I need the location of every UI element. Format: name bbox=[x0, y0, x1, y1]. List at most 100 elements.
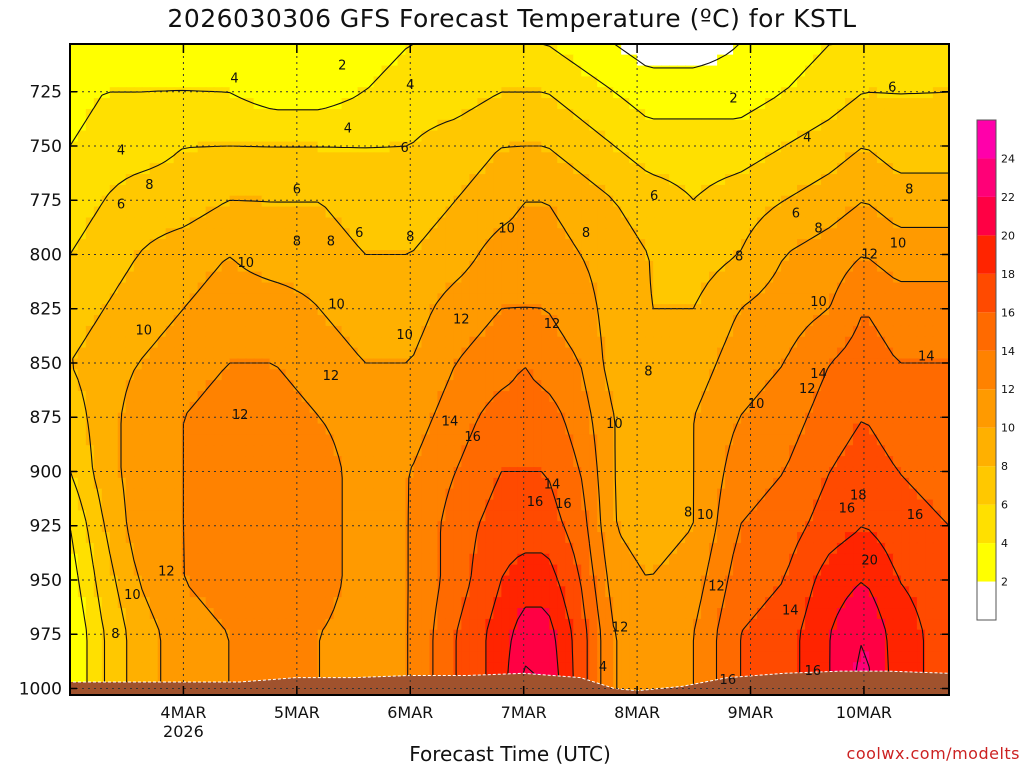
temperature-cell bbox=[589, 315, 599, 327]
temperature-cell bbox=[269, 401, 279, 414]
temperature-cell bbox=[932, 195, 942, 208]
temperature-cell bbox=[237, 456, 247, 468]
temperature-cell bbox=[573, 315, 583, 327]
temperature-cell bbox=[173, 499, 183, 512]
temperature-cell bbox=[605, 54, 615, 67]
temperature-cell bbox=[349, 260, 359, 273]
temperature-cell bbox=[581, 336, 591, 349]
temperature-cell bbox=[381, 477, 391, 490]
temperature-cell bbox=[573, 369, 583, 382]
temperature-cell bbox=[868, 293, 878, 306]
temperature-cell bbox=[197, 499, 207, 512]
temperature-cell bbox=[637, 152, 647, 165]
temperature-cell bbox=[429, 163, 439, 175]
temperature-cell bbox=[565, 521, 575, 534]
temperature-cell bbox=[293, 336, 303, 349]
temperature-cell bbox=[173, 206, 183, 219]
temperature-cell bbox=[205, 423, 215, 436]
temperature-cell bbox=[389, 488, 399, 501]
temperature-cell bbox=[421, 466, 431, 479]
temperature-cell bbox=[213, 488, 223, 501]
temperature-cell bbox=[269, 152, 279, 165]
temperature-cell bbox=[397, 532, 407, 544]
temperature-cell bbox=[389, 206, 399, 219]
temperature-cell bbox=[685, 271, 695, 284]
temperature-cell bbox=[317, 325, 327, 338]
temperature-cell bbox=[317, 521, 327, 534]
temperature-cell bbox=[261, 184, 271, 197]
temperature-cell bbox=[573, 65, 583, 78]
temperature-cell bbox=[525, 434, 535, 447]
temperature-cell bbox=[253, 445, 263, 458]
temperature-cell bbox=[125, 98, 135, 110]
temperature-cell bbox=[477, 445, 487, 458]
temperature-cell bbox=[573, 152, 583, 165]
temperature-cell bbox=[125, 325, 135, 338]
temperature-cell bbox=[533, 141, 543, 154]
temperature-cell bbox=[844, 108, 854, 121]
temperature-cell bbox=[645, 434, 655, 447]
temperature-cell bbox=[453, 369, 463, 382]
temperature-cell bbox=[501, 391, 511, 403]
temperature-cell bbox=[221, 521, 231, 534]
temperature-cell bbox=[229, 282, 239, 295]
temperature-cell bbox=[908, 249, 918, 262]
temperature-cell bbox=[653, 217, 663, 230]
temperature-cell bbox=[828, 315, 838, 327]
temperature-cell bbox=[789, 54, 798, 67]
temperature-cell bbox=[389, 315, 399, 327]
temperature-cell bbox=[557, 260, 567, 273]
temperature-cell bbox=[733, 293, 742, 306]
temperature-cell bbox=[197, 456, 207, 468]
temperature-cell bbox=[213, 347, 223, 360]
temperature-cell bbox=[277, 391, 287, 403]
temperature-cell bbox=[828, 206, 838, 219]
temperature-cell bbox=[229, 54, 239, 67]
temperature-cell bbox=[485, 44, 495, 56]
temperature-cell bbox=[309, 271, 319, 284]
temperature-cell bbox=[245, 315, 255, 327]
temperature-cell bbox=[661, 380, 671, 392]
temperature-cell bbox=[85, 369, 95, 382]
temperature-cell bbox=[437, 532, 447, 544]
temperature-cell bbox=[741, 195, 750, 208]
temperature-cell bbox=[389, 152, 399, 165]
temperature-cell bbox=[589, 87, 599, 100]
temperature-cell bbox=[908, 347, 918, 360]
temperature-cell bbox=[237, 271, 247, 284]
temperature-cell bbox=[637, 391, 647, 403]
temperature-cell bbox=[365, 54, 375, 67]
temperature-cell bbox=[317, 315, 327, 327]
temperature-cell bbox=[860, 195, 870, 208]
temperature-cell bbox=[669, 510, 679, 523]
temperature-cell bbox=[892, 510, 902, 523]
temperature-cell bbox=[685, 141, 695, 154]
temperature-cell bbox=[924, 119, 934, 132]
temperature-cell bbox=[605, 174, 615, 186]
temperature-cell bbox=[573, 423, 583, 436]
temperature-cell bbox=[509, 163, 519, 175]
temperature-cell bbox=[485, 184, 495, 197]
temperature-cell bbox=[93, 119, 103, 132]
temperature-cell bbox=[805, 466, 814, 479]
temperature-cell bbox=[884, 521, 894, 534]
temperature-cell bbox=[293, 325, 303, 338]
temperature-cell bbox=[469, 54, 479, 67]
temperature-cell bbox=[557, 456, 567, 468]
temperature-cell bbox=[924, 44, 934, 56]
temperature-cell bbox=[277, 98, 287, 110]
temperature-cell bbox=[605, 434, 615, 447]
temperature-cell bbox=[773, 434, 782, 447]
temperature-cell bbox=[485, 119, 495, 132]
temperature-cell bbox=[828, 141, 838, 154]
temperature-cell bbox=[101, 521, 111, 534]
temperature-cell bbox=[461, 65, 471, 78]
temperature-cell bbox=[381, 76, 391, 89]
temperature-cell bbox=[109, 521, 119, 534]
temperature-cell bbox=[421, 412, 431, 425]
temperature-cell bbox=[117, 445, 127, 458]
temperature-cell bbox=[533, 228, 543, 241]
temperature-cell bbox=[932, 44, 942, 56]
temperature-cell bbox=[325, 130, 335, 143]
temperature-cell bbox=[916, 466, 926, 479]
